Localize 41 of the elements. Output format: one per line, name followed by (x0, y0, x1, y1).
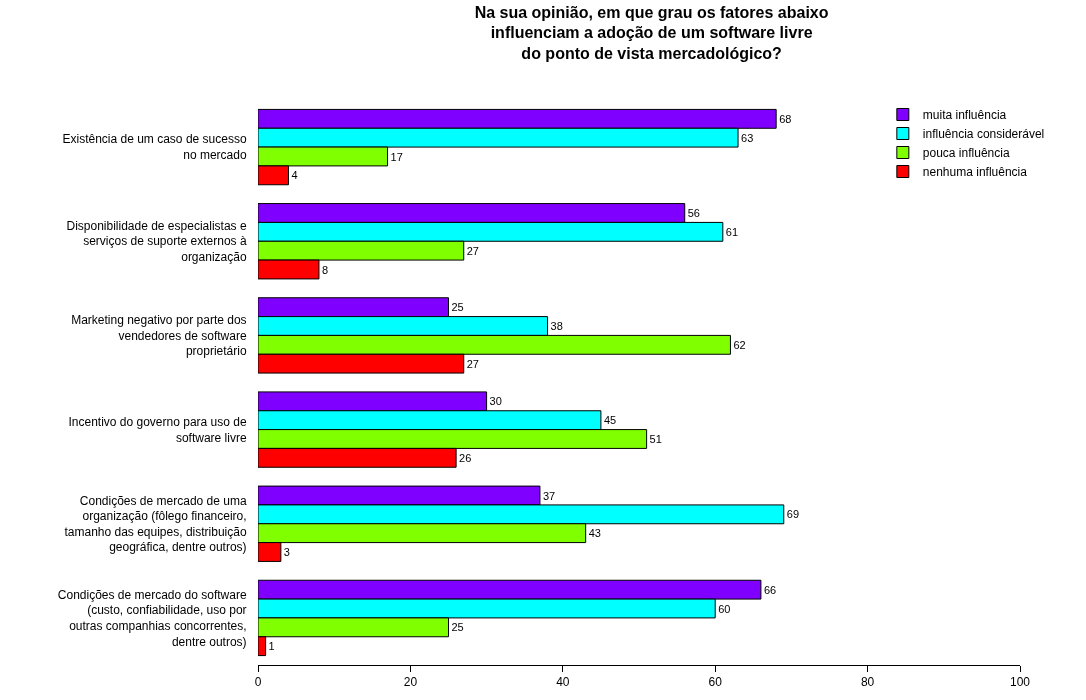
data-label: 68 (779, 112, 792, 125)
data-label: 69 (786, 508, 800, 521)
x-tick-label: 80 (860, 675, 875, 690)
y-tick-label: Condições de mercado do software (custo, confiabilidade, uso por outras companhias concorrentes, dentre outros) (57, 587, 247, 649)
data-label: 3 (283, 546, 290, 558)
data-label: 37 (542, 489, 556, 502)
data-label: 4 (291, 169, 298, 182)
data-label: 25 (451, 621, 464, 634)
data-label: 60 (718, 602, 731, 615)
x-tick-label: 60 (708, 675, 723, 690)
y-tick-label: Marketing negativo por parte dos vendedores de software proprietário (71, 313, 247, 359)
data-label: 45 (603, 414, 617, 427)
data-label: 27 (466, 244, 479, 257)
data-label: 26 (459, 451, 472, 464)
y-tick-label: Disponibilidade de especialistas e serviços de suporte externos à organização (66, 218, 247, 265)
data-label: 30 (489, 395, 502, 408)
chart-title: Na sua opinião, em que grau os fatores abaixo influenciam a adoção de um software livre do ponto de vista mercadológico? (474, 3, 829, 63)
y-tick-label: Condições de mercado de uma organização (fôlego financeiro, tamanho das equipes, distribuição geográfica, dentre outros) (64, 493, 247, 555)
y-tick-label: Incentivo do governo para uso de software livre (68, 414, 247, 445)
data-label: 51 (649, 433, 662, 445)
x-tick-label: 20 (403, 675, 418, 690)
x-tick-label: 40 (556, 675, 570, 690)
data-label: 61 (725, 225, 739, 238)
legend-label: pouca influência (922, 146, 1010, 161)
data-label: 1 (268, 640, 275, 653)
legend-label: influência considerável (922, 127, 1045, 142)
data-label: 56 (687, 207, 700, 219)
data-label: 62 (733, 338, 746, 351)
data-label: 63 (741, 131, 754, 144)
data-label: 38 (550, 320, 563, 332)
y-tick-label: Existência de um caso de sucesso no mercado (62, 132, 247, 163)
data-label: 8 (321, 263, 329, 276)
x-tick-label: 100 (1009, 675, 1031, 690)
data-label: 27 (466, 357, 479, 370)
data-label: 17 (390, 150, 403, 163)
data-label: 43 (588, 527, 601, 540)
x-tick-label: 0 (254, 675, 262, 690)
data-label: 66 (763, 583, 777, 596)
data-label: 25 (451, 301, 464, 314)
legend-label: muita influência (922, 108, 1007, 123)
legend-label: nenhuma influência (922, 165, 1028, 180)
